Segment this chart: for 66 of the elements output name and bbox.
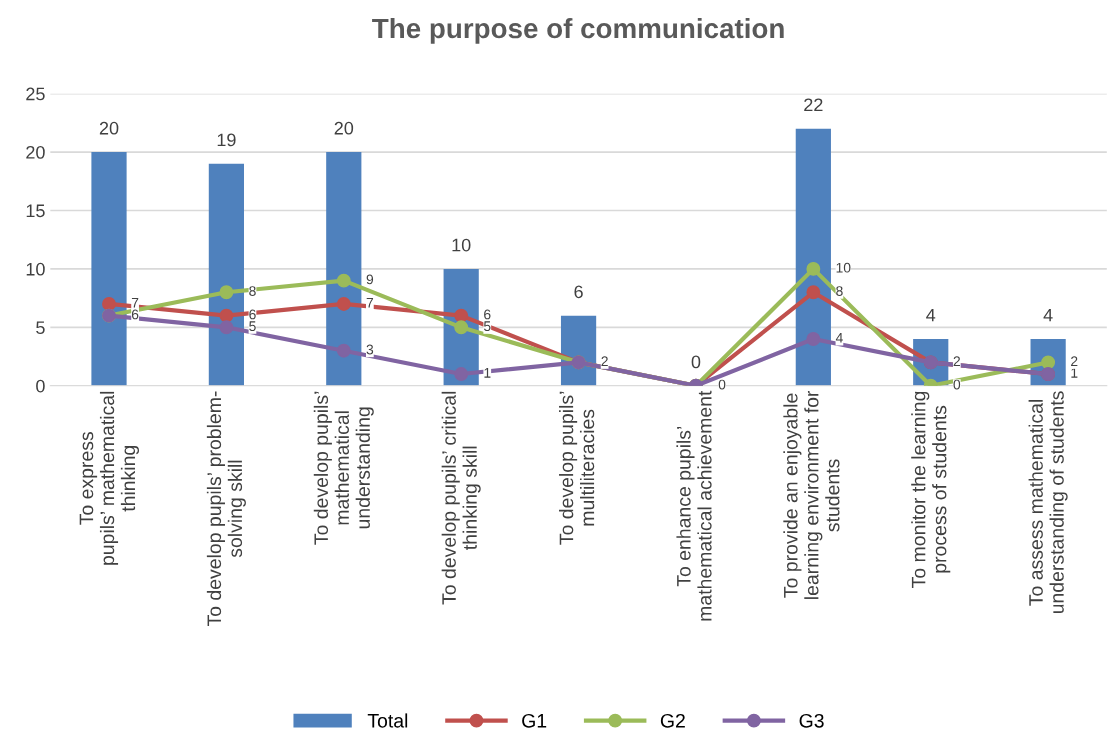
point: [454, 308, 469, 323]
data-label: 1: [1071, 368, 1078, 378]
y-tick-label: 15: [26, 204, 45, 218]
data-label: 6: [249, 309, 256, 320]
x-tick-label: To enhance pupils’ mathematical achievement: [676, 390, 712, 621]
legend-label: G2: [660, 713, 685, 728]
chart-title: The purpose of communication: [372, 17, 784, 44]
bar: [208, 163, 244, 386]
point: [806, 261, 821, 276]
data-label: 19: [217, 133, 236, 147]
x-tick-label: To assess mathematical understanding of students: [1028, 391, 1068, 614]
point: [102, 296, 116, 311]
point: [219, 308, 234, 323]
point: [806, 332, 821, 346]
data-label: 4: [1043, 308, 1053, 322]
data-label: 2: [601, 356, 608, 366]
x-tick-label: To provide an enjoyable learning environment for students: [783, 390, 840, 599]
data-label: 6: [131, 309, 139, 320]
data-label: 1: [484, 368, 491, 378]
y-tick-label: 20: [26, 145, 45, 159]
data-label: 7: [131, 297, 139, 308]
x-tick-label: To express pupils’ mathematical thinking: [79, 391, 140, 565]
point: [806, 285, 821, 300]
y-tick-label: 5: [36, 321, 45, 335]
data-label: 0: [691, 355, 701, 369]
point: [336, 273, 351, 288]
legend-label: Total: [367, 713, 408, 728]
x-tick-label: To develop pupils’ multiliteracies: [559, 391, 595, 545]
data-label: 6: [484, 309, 491, 320]
data-label: 20: [334, 121, 354, 135]
data-label: 4: [926, 308, 936, 322]
data-label: 8: [249, 286, 256, 296]
point: [219, 285, 234, 300]
data-label: 4: [835, 333, 843, 343]
data-label: 7: [366, 297, 374, 308]
point: [454, 320, 469, 335]
point: [336, 296, 351, 311]
data-label: 10: [452, 238, 471, 252]
legend-label: G1: [522, 713, 547, 728]
legend-label: G3: [799, 713, 824, 728]
data-label: 8: [836, 286, 843, 296]
data-label: 5: [249, 321, 256, 332]
bar: [91, 152, 127, 386]
x-tick-label: To develop pupils’ mathematical understanding: [313, 391, 374, 545]
data-label: 0: [718, 379, 726, 390]
data-label: 6: [574, 285, 583, 299]
bar: [795, 128, 831, 386]
y-tick-label: 0: [36, 379, 45, 393]
point: [454, 367, 469, 381]
point: [336, 343, 351, 358]
y-tick-label: 25: [26, 87, 45, 101]
data-label: 20: [99, 121, 119, 135]
data-label: 10: [836, 262, 851, 273]
data-label: 3: [366, 344, 374, 355]
x-tick-label: To monitor the learning process of students: [911, 391, 951, 588]
x-tick-label: To develop pupils’ problem- solving skill: [206, 391, 246, 627]
data-label: 9: [366, 274, 374, 285]
y-tick-label: 10: [26, 262, 45, 276]
bar: [326, 152, 362, 386]
data-label: 22: [804, 98, 823, 112]
data-label: 5: [483, 321, 491, 332]
x-tick-label: To develop pupils’ critical thinking skill: [441, 391, 481, 605]
data-label: 2: [953, 356, 960, 366]
data-label: 2: [1071, 356, 1078, 366]
data-label: 0: [953, 379, 961, 390]
point: [219, 320, 234, 335]
